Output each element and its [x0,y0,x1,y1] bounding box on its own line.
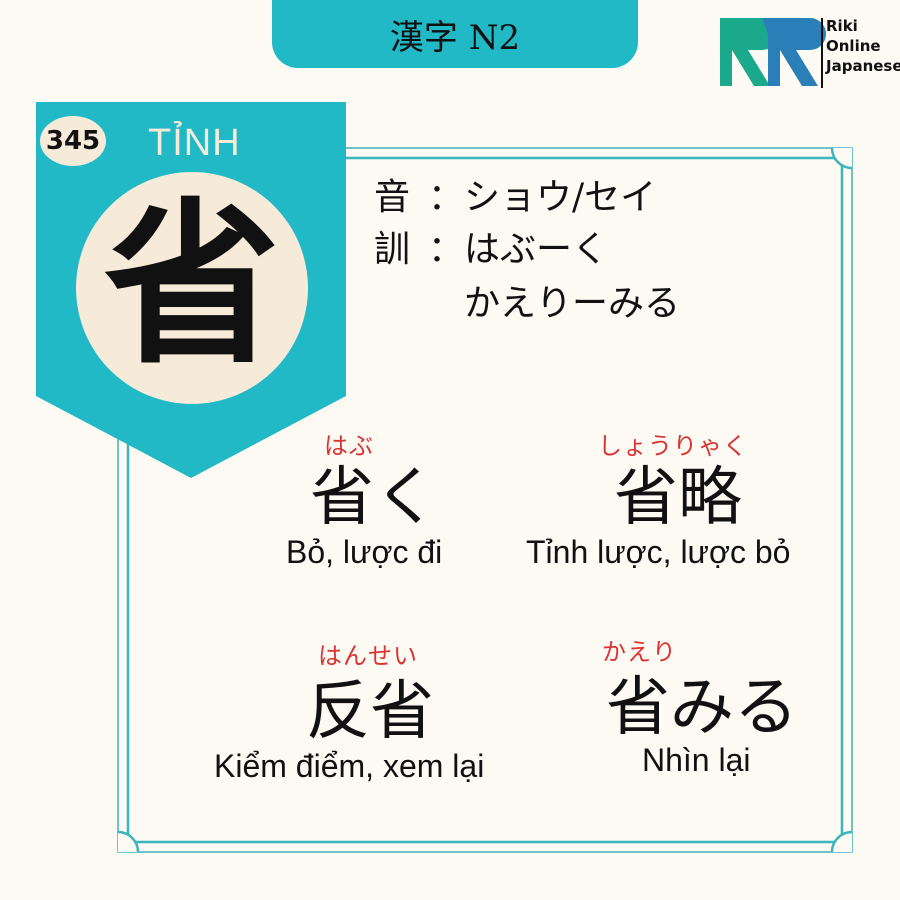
main-kanji: 省 [103,181,280,388]
vocab-word: 省みる [606,671,798,745]
logo-line-riki: Riki [826,17,858,35]
han-viet-reading: TỈNH [148,122,241,164]
vocab-word: 省く [310,461,438,535]
on-reading-label: 音 [374,177,411,218]
vocab-furigana: かえり [602,638,677,666]
main-kanji-circle: 省 [76,172,308,404]
on-reading-value: ：ショウ/セイ [428,177,657,218]
kanji-number-badge: 345 [40,116,106,166]
kun-reading-value-2: かえりーみる [464,283,681,324]
logo-line-japanese: Japanese [826,57,900,75]
vocab-furigana: はんせい [318,642,418,670]
logo-line-online: Online [826,37,881,55]
kun-reading-value-1: ：はぶーく [428,229,609,270]
kanji-number: 345 [45,126,101,156]
header-level-tab: 漢字 N2 [272,0,638,68]
logo-text: Riki Online Japanese [826,16,900,76]
header-title: 漢字 N2 [389,17,521,58]
vocab-meaning: Bỏ, lược đi [286,534,443,570]
kun-reading-label: 訓 [374,229,411,270]
vocab-word: 反省 [306,675,434,749]
vocab-word: 省略 [614,461,742,535]
vocab-meaning: Kiểm điểm, xem lại [214,748,485,784]
vocab-meaning: Nhìn lại [642,742,751,778]
vocab-furigana: はぶ [324,432,374,460]
vocab-furigana: しょうりゃく [598,432,748,460]
riki-logo-icon [720,18,826,88]
vocab-meaning: Tỉnh lược, lược bỏ [526,534,791,570]
